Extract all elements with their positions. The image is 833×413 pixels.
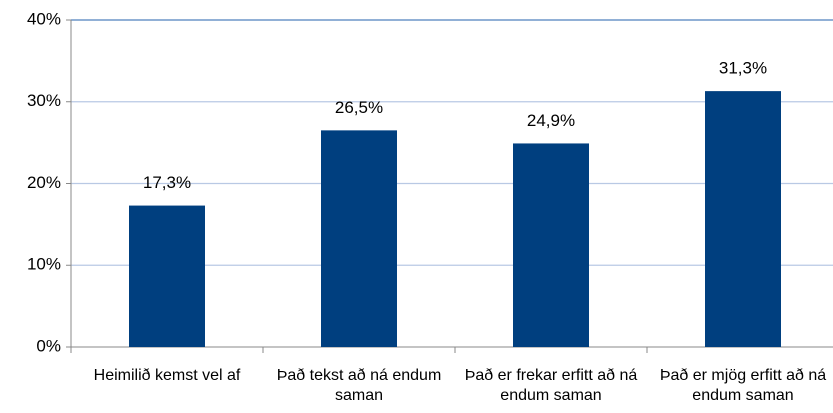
x-tick-label: Heimilið kemst vel af <box>93 367 241 384</box>
y-tick-label: 20% <box>27 173 61 192</box>
y-tick-label: 40% <box>27 9 61 28</box>
data-label: 24,9% <box>527 111 575 130</box>
y-tick-label: 0% <box>36 336 61 355</box>
data-label: 17,3% <box>143 173 191 192</box>
x-tick-label: Það er mjög erfitt að ná endum saman <box>659 367 827 404</box>
bar <box>129 205 205 347</box>
x-tick-label: Það tekst að ná endum saman <box>276 367 442 404</box>
x-tick-label: Það er frekar erfitt að ná endum saman <box>464 367 638 404</box>
bar <box>321 130 397 347</box>
y-tick-label: 10% <box>27 255 61 274</box>
bar <box>513 143 589 347</box>
data-label: 26,5% <box>335 98 383 117</box>
y-tick-label: 30% <box>27 91 61 110</box>
bar <box>705 91 781 347</box>
data-label: 31,3% <box>719 59 767 78</box>
